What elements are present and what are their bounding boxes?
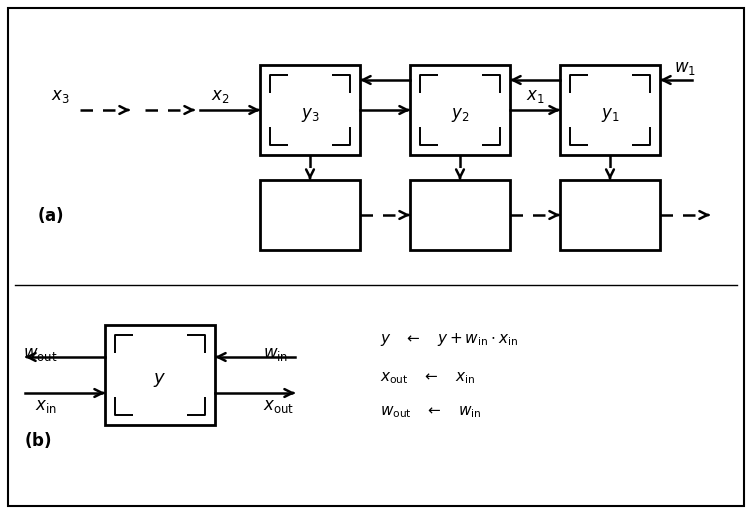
Text: $y_1$: $y_1$	[601, 106, 620, 124]
Bar	[410, 65, 510, 155]
Bar	[560, 65, 660, 155]
Bar	[260, 65, 360, 155]
Text: $y$   $\leftarrow$   $y + w_{\rm in} \cdot x_{\rm in}$: $y$ $\leftarrow$ $y + w_{\rm in} \cdot x…	[380, 332, 518, 348]
Text: $\mathbf{(b)}$: $\mathbf{(b)}$	[24, 430, 52, 450]
Bar	[260, 180, 360, 250]
Text: $x_2$: $x_2$	[211, 87, 229, 105]
Text: $w_1$: $w_1$	[674, 59, 696, 77]
Text: $x_3$: $x_3$	[50, 87, 69, 105]
Bar	[105, 325, 215, 425]
Text: $y_3$: $y_3$	[301, 106, 320, 124]
Text: $x_{\rm out}$: $x_{\rm out}$	[263, 397, 294, 415]
Text: $x_{\rm out}$   $\leftarrow$   $x_{\rm in}$: $x_{\rm out}$ $\leftarrow$ $x_{\rm in}$	[380, 370, 475, 386]
Bar	[560, 180, 660, 250]
Text: $x_{\rm in}$: $x_{\rm in}$	[35, 397, 57, 415]
Text: $w_{\rm out}$: $w_{\rm out}$	[23, 345, 57, 363]
Text: $y$: $y$	[153, 371, 167, 389]
Bar	[410, 180, 510, 250]
Text: $\mathbf{(a)}$: $\mathbf{(a)}$	[37, 205, 63, 225]
Text: $x_1$: $x_1$	[526, 87, 544, 105]
Text: $w_{\rm in}$: $w_{\rm in}$	[263, 345, 288, 363]
Text: $y_2$: $y_2$	[450, 106, 469, 124]
Text: $w_{\rm out}$   $\leftarrow$   $w_{\rm in}$: $w_{\rm out}$ $\leftarrow$ $w_{\rm in}$	[380, 404, 481, 420]
